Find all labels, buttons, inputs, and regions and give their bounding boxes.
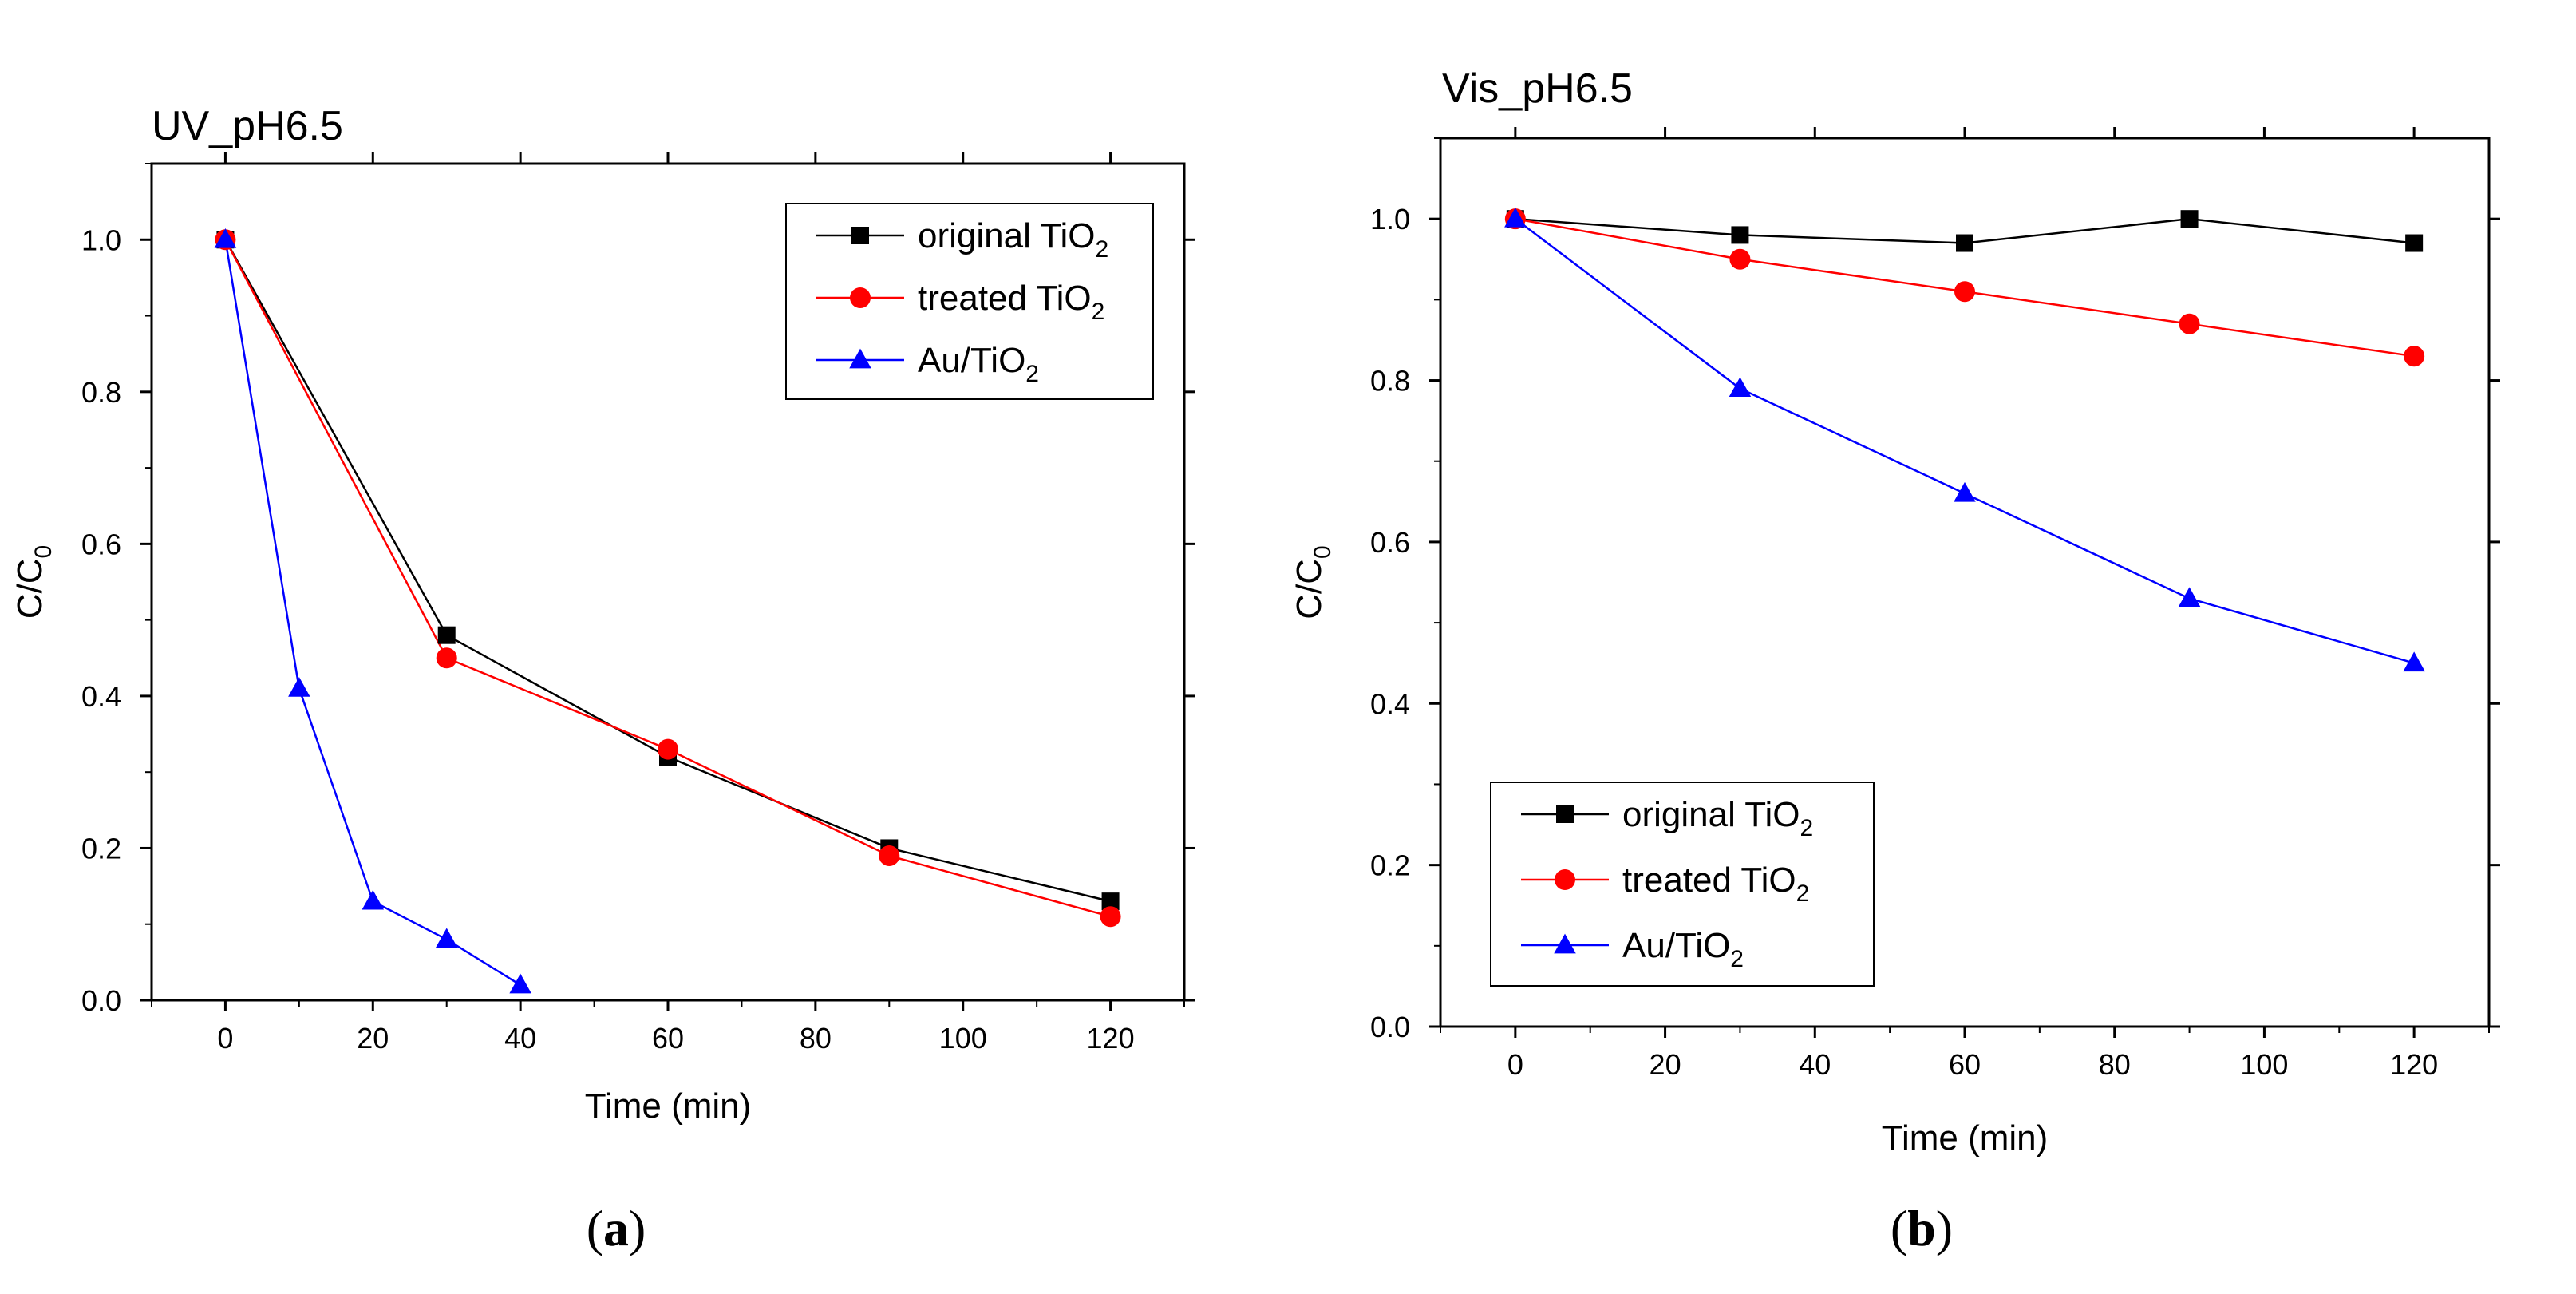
data-point-0 <box>1101 892 1120 911</box>
data-point-0 <box>1731 226 1749 244</box>
x-tick-label: 80 <box>2099 1048 2131 1081</box>
series-line-2 <box>224 239 521 987</box>
data-point-2 <box>1954 481 1976 502</box>
x-tick-label: 60 <box>652 1022 684 1055</box>
legend-marker <box>1554 933 1576 954</box>
x-tick-label: 20 <box>357 1022 389 1055</box>
legend-label-main: Au/TiO <box>1622 926 1730 965</box>
x-tick-label: 60 <box>1949 1048 1981 1081</box>
y-tick-label: 0.8 <box>1370 365 1410 398</box>
legend-label-sub: 2 <box>1800 815 1814 841</box>
chart-title: UV_pH6.5 <box>152 103 343 149</box>
y-axis-label: C/C0 <box>10 545 57 619</box>
legend-label-main: Au/TiO <box>918 341 1025 380</box>
y-axis-label: C/C0 <box>1290 545 1336 619</box>
y-tick-label: 0.4 <box>81 680 121 713</box>
legend-label-main: treated TiO <box>918 279 1092 318</box>
legend-box <box>1490 782 1875 987</box>
data-point-1 <box>879 845 900 866</box>
data-point-0 <box>1956 234 1973 252</box>
data-point-1 <box>658 738 678 760</box>
legend-label-sub: 2 <box>1096 236 1109 263</box>
panel-caption: (a) <box>587 1200 646 1256</box>
y-tick-label: 0.8 <box>81 376 121 409</box>
data-point-2 <box>214 228 237 248</box>
x-tick-label: 0 <box>217 1022 233 1055</box>
data-point-2 <box>2403 651 2425 672</box>
legend-marker <box>850 287 871 308</box>
x-tick-label: 20 <box>1650 1048 1681 1081</box>
data-point-2 <box>2178 587 2201 607</box>
legend-label-sub: 2 <box>1796 880 1810 907</box>
data-point-1 <box>436 647 457 669</box>
data-point-0 <box>2180 210 2199 228</box>
legend-marker <box>851 227 869 244</box>
y-axis-label-main: C/C <box>10 558 49 619</box>
caption-open: ( <box>1891 1200 1907 1256</box>
data-point-1 <box>1100 906 1121 928</box>
caption-letter: b <box>1907 1200 1936 1256</box>
data-point-2 <box>288 677 310 697</box>
x-tick-label: 40 <box>504 1022 536 1055</box>
data-point-1 <box>2179 313 2200 334</box>
legend-marker <box>849 348 871 369</box>
legend-label-main: treated TiO <box>1622 861 1796 900</box>
x-axis-label: Time (min) <box>585 1086 752 1126</box>
legend-label-main: original TiO <box>918 216 1096 255</box>
data-point-2 <box>1504 207 1527 228</box>
x-tick-label: 40 <box>1799 1048 1831 1081</box>
chart-title: Vis_pH6.5 <box>1442 65 1633 112</box>
legend-label: original TiO2 <box>918 216 1108 263</box>
y-axis-label-sub: 0 <box>1310 545 1336 559</box>
legend-marker <box>1556 805 1574 823</box>
legend-label: Au/TiO2 <box>1622 926 1744 972</box>
x-tick-label: 120 <box>2390 1048 2438 1081</box>
y-tick-label: 0.6 <box>1370 526 1410 559</box>
data-point-1 <box>2404 346 2425 367</box>
legend-label: original TiO2 <box>1622 795 1813 841</box>
y-tick-label: 0.0 <box>81 984 121 1017</box>
x-axis-label: Time (min) <box>1882 1118 2049 1157</box>
caption-open: ( <box>587 1200 603 1256</box>
x-tick-label: 80 <box>800 1022 832 1055</box>
data-point-0 <box>437 626 456 644</box>
y-tick-label: 0.6 <box>81 528 121 560</box>
legend-label-sub: 2 <box>1025 361 1039 387</box>
data-point-1 <box>1954 281 1975 303</box>
y-axis-label-main: C/C <box>1290 559 1329 619</box>
panel-caption: (b) <box>1891 1200 1953 1256</box>
y-tick-label: 1.0 <box>81 224 121 256</box>
y-axis-label-sub: 0 <box>30 545 57 559</box>
legend-label-sub: 2 <box>1730 946 1744 972</box>
chart-panel-a: UV_pH6.50 20 40 60 80 100 1200.00.20.40.60.81.… <box>10 103 1195 1256</box>
y-tick-label: 0.4 <box>1370 687 1410 720</box>
legend-label: treated TiO2 <box>1622 861 1809 907</box>
x-tick-label: 100 <box>2240 1048 2288 1081</box>
y-tick-label: 0.0 <box>1370 1011 1410 1043</box>
legend-label-main: original TiO <box>1622 795 1800 834</box>
data-point-2 <box>362 889 385 910</box>
legend-marker <box>1555 869 1575 890</box>
legend-label: Au/TiO2 <box>918 341 1039 387</box>
legend-label-sub: 2 <box>1092 299 1105 325</box>
data-point-1 <box>1729 248 1751 270</box>
y-tick-label: 1.0 <box>1370 203 1410 235</box>
caption-letter: a <box>603 1200 629 1256</box>
y-tick-label: 0.2 <box>81 832 121 865</box>
data-point-0 <box>2405 234 2424 252</box>
data-point-2 <box>1729 377 1752 398</box>
chart-panel-b: Vis_pH6.50 20 40 60 80 100 1200.00.20.40.60.81… <box>1290 65 2500 1256</box>
legend-label: treated TiO2 <box>918 279 1104 325</box>
data-point-2 <box>435 928 458 948</box>
caption-close: ) <box>1936 1200 1953 1256</box>
data-point-2 <box>509 973 531 994</box>
x-tick-label: 120 <box>1087 1022 1135 1055</box>
x-tick-label: 100 <box>939 1022 987 1055</box>
x-tick-label: 0 <box>1507 1048 1523 1081</box>
caption-close: ) <box>629 1200 646 1256</box>
y-tick-label: 0.2 <box>1370 849 1410 882</box>
